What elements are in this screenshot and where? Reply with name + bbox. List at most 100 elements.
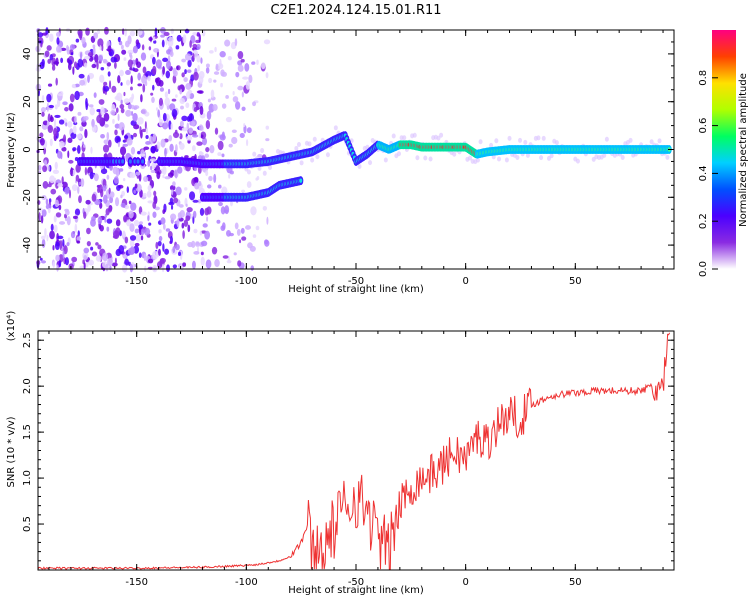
heatmap-noise-cell	[92, 44, 96, 49]
heatmap-noise-cell	[169, 184, 176, 191]
heatmap-noise-cell	[127, 247, 135, 256]
heatmap-noise-cell	[93, 92, 97, 98]
heatmap-noise-cell	[70, 167, 73, 177]
heatmap-noise-cell	[54, 104, 58, 110]
heatmap-noise-cell	[68, 159, 74, 164]
snr-y-tick-label: 0.5	[22, 516, 33, 532]
heatmap-noise-cell	[106, 62, 112, 67]
heatmap-noise-cell	[140, 108, 147, 115]
heatmap-noise-cell	[220, 82, 223, 88]
heatmap-noise-cell	[84, 55, 91, 60]
heatmap-noise-cell	[84, 166, 88, 176]
heatmap-noise-cell	[200, 240, 208, 247]
heatmap-noise-cell	[228, 143, 233, 148]
heatmap-noise-cell	[113, 230, 120, 239]
heatmap-noise-cell	[91, 193, 97, 202]
heatmap-noise-cell	[184, 28, 190, 34]
heatmap-noise-cell	[200, 256, 205, 266]
heatmap-noise-cell	[99, 225, 104, 232]
heatmap-halo-cell	[415, 155, 420, 161]
heatmap-noise-cell	[112, 118, 115, 124]
heatmap-noise-cell	[147, 184, 152, 191]
heatmap-noise-cell	[129, 30, 136, 37]
heatmap-halo-cell	[260, 148, 265, 154]
heatmap-noise-cell	[99, 45, 102, 51]
heatmap-noise-cell	[74, 223, 78, 234]
heatmap-halo-cell	[325, 152, 330, 158]
heatmap-noise-cell	[162, 209, 166, 215]
heatmap-noise-cell	[120, 44, 124, 50]
heatmap-noise-cell	[192, 43, 198, 48]
heatmap-noise-cell	[250, 265, 255, 271]
heatmap-noise-cell	[184, 69, 187, 75]
heatmap-noise-cell	[97, 216, 103, 225]
heatmap-noise-cell	[150, 145, 156, 153]
heatmap-halo-cell	[475, 157, 480, 163]
heatmap-noise-cell	[114, 95, 120, 101]
heatmap-noise-cell	[177, 166, 183, 174]
heatmap-noise-cell	[137, 72, 141, 81]
heatmap-noise-cell	[197, 199, 202, 204]
heatmap-noise-cell	[47, 58, 52, 64]
heatmap-noise-cell	[182, 262, 187, 267]
heatmap-noise-cell	[50, 114, 53, 121]
heatmap-noise-cell	[85, 199, 91, 205]
heatmap-noise-cell	[129, 263, 134, 273]
heatmap-noise-cell	[160, 217, 166, 225]
heatmap-noise-cell	[106, 131, 110, 141]
heatmap-noise-cell	[237, 85, 244, 91]
heatmap-noise-cell	[94, 198, 101, 206]
heatmap-noise-cell	[83, 247, 90, 254]
snr-x-tick-label: -50	[348, 577, 364, 588]
heatmap-noise-cell	[205, 259, 212, 269]
heatmap-noise-cell	[113, 176, 119, 184]
heatmap-halo-cell	[262, 170, 267, 176]
heatmap-halo-cell	[268, 165, 273, 171]
heatmap-noise-cell	[49, 175, 56, 184]
heatmap-noise-cell	[143, 253, 147, 262]
main-trace-core	[128, 159, 132, 164]
heatmap-noise-cell	[125, 109, 132, 117]
heatmap-noise-cell	[122, 230, 126, 238]
heatmap-noise-cell	[185, 91, 191, 99]
heatmap-noise-cell	[49, 138, 53, 147]
heatmap-noise-cell	[67, 137, 73, 144]
heatmap-noise-cell	[88, 104, 94, 108]
heatmap-noise-cell	[66, 58, 70, 63]
heatmap-noise-cell	[72, 147, 77, 152]
heatmap-noise-cell	[213, 71, 220, 75]
heatmap-noise-cell	[93, 32, 99, 39]
heatmap-noise-cell	[196, 54, 201, 63]
heatmap-noise-cell	[206, 184, 212, 189]
heatmap-noise-cell	[134, 242, 140, 247]
heatmap-noise-cell	[142, 66, 147, 74]
snr-multiplier-label: (x10⁴)	[6, 311, 17, 342]
heatmap-noise-cell	[55, 77, 58, 86]
heatmap-noise-cell	[59, 221, 66, 225]
heatmap-noise-cell	[122, 143, 129, 147]
heatmap-halo-cell	[549, 153, 554, 159]
heatmap-noise-cell	[218, 201, 223, 207]
heatmap-noise-cell	[187, 59, 192, 68]
heatmap-noise-cell	[244, 63, 250, 72]
heatmap-noise-cell	[105, 263, 109, 272]
heatmap-noise-cell	[252, 234, 257, 238]
heatmap-noise-cell	[225, 95, 229, 99]
heatmap-noise-cell	[147, 160, 151, 167]
heatmap-noise-cell	[197, 64, 200, 72]
heatmap-noise-cell	[156, 261, 163, 269]
heatmap-noise-cell	[217, 152, 222, 157]
heatmap-noise-cell	[81, 36, 86, 45]
heatmap-halo-cell	[252, 151, 257, 157]
heatmap-noise-cell	[58, 47, 62, 53]
heatmap-noise-cell	[52, 169, 60, 174]
heatmap-halo-cell	[333, 125, 338, 131]
heatmap-noise-cell	[85, 27, 90, 36]
heatmap-noise-cell	[176, 34, 182, 42]
heatmap-noise-cell	[206, 110, 212, 121]
heatmap-noise-cell	[153, 190, 157, 197]
heatmap-panel: -150 -100 -50 0 50 -40 -20 0 20 40 Height of str…	[6, 26, 675, 295]
heatmap-halo-cell	[423, 155, 428, 161]
heatmap-x-tick-label: -150	[125, 276, 148, 287]
snr-y-tick-label: 2.5	[22, 332, 33, 348]
